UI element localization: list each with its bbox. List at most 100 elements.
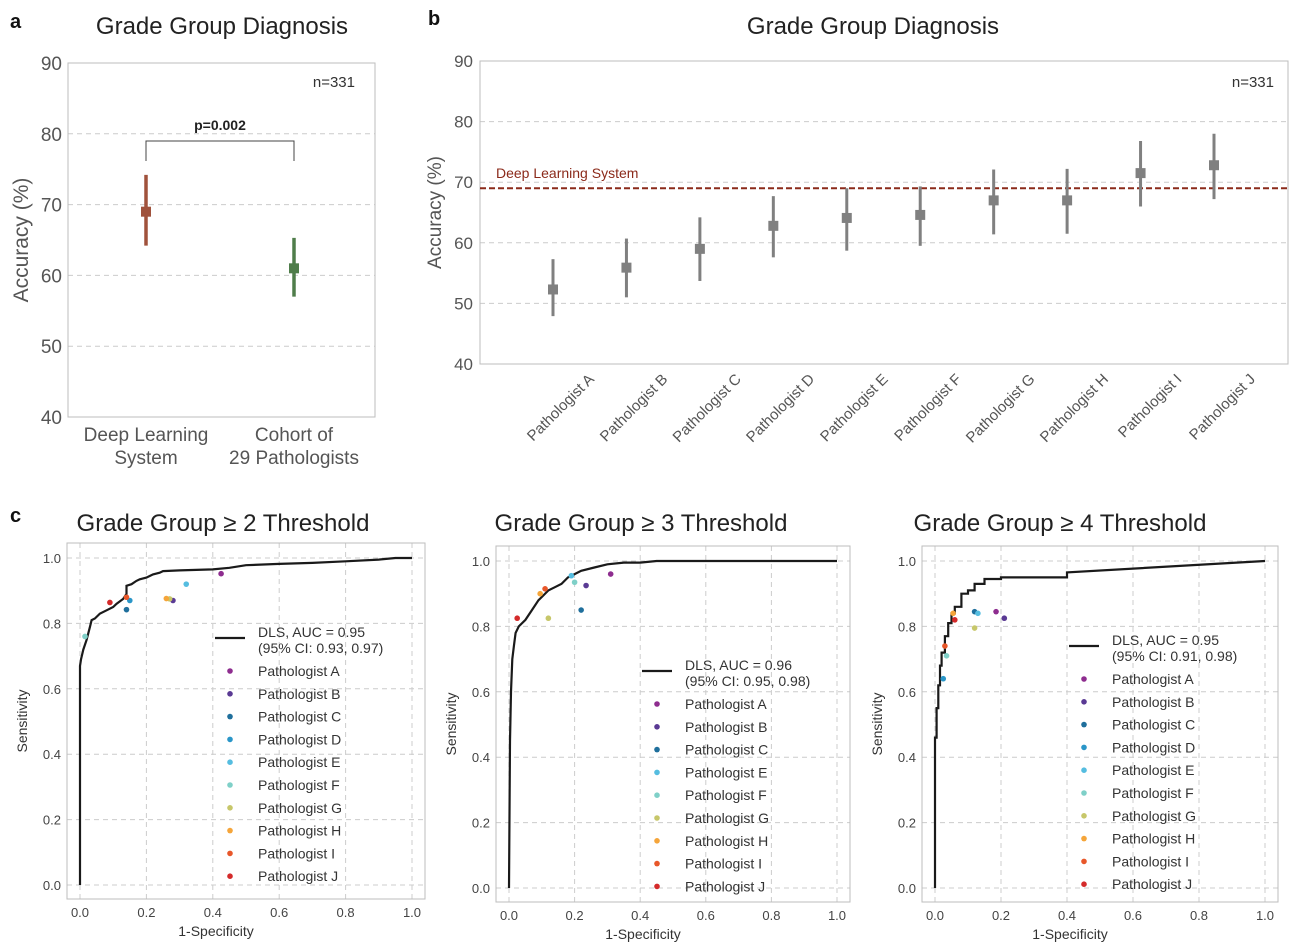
y-tick-label: 0.0 xyxy=(898,881,916,896)
x-tick-label: 0.4 xyxy=(204,905,222,920)
legend-marker xyxy=(1081,721,1087,728)
mean-marker xyxy=(1062,195,1073,206)
pathologist-point xyxy=(82,633,88,640)
y-tick-label: 0.4 xyxy=(898,750,916,765)
legend-label: Pathologist F xyxy=(258,777,340,793)
legend-label: Pathologist E xyxy=(258,754,341,770)
x-tick-label: 0.4 xyxy=(631,908,649,923)
legend-label: Pathologist C xyxy=(685,742,768,758)
y-tick-label: 0.2 xyxy=(898,816,916,831)
legend-label: Pathologist C xyxy=(258,709,341,725)
x-tick-label: Pathologist E xyxy=(817,371,892,446)
x-tick-label: Cohort of 29 Pathologists xyxy=(229,425,359,469)
roc-curve xyxy=(933,559,1266,888)
pathologist-point xyxy=(163,595,170,602)
legend-marker xyxy=(227,805,233,811)
pathologist-point xyxy=(542,585,548,592)
y-axis-label: Accuracy (%) xyxy=(425,156,446,269)
roc1-title: Grade Group ≥ 2 Threshold xyxy=(77,510,370,537)
x-tick-label: Deep Learning System xyxy=(84,425,209,469)
legend-dls-label: DLS, AUC = 0.96 (95% CI: 0.95, 0.98) xyxy=(685,657,810,689)
x-tick-label: 0.8 xyxy=(337,905,355,920)
mean-marker xyxy=(768,220,779,231)
legend-label: Pathologist D xyxy=(258,731,341,747)
y-axis-label: Sensitivity xyxy=(869,692,885,755)
legend-label: Pathologist F xyxy=(1112,785,1194,801)
legend-label: Pathologist A xyxy=(258,663,340,679)
x-tick-label: 0.2 xyxy=(566,908,584,923)
legend-label: Pathologist B xyxy=(685,719,768,735)
legend-marker xyxy=(654,883,660,890)
x-tick-label: 0.4 xyxy=(1058,908,1076,923)
pathologist-point xyxy=(107,599,113,606)
legend-label: Pathologist B xyxy=(258,686,341,702)
legend-marker xyxy=(227,759,233,765)
pathologist-point xyxy=(943,653,950,659)
pathologist-point xyxy=(952,617,958,623)
y-tick-label: 0.6 xyxy=(472,685,490,700)
y-tick-label: 0.8 xyxy=(472,619,490,634)
legend-label: Pathologist C xyxy=(1112,717,1195,733)
legend-dls-label: DLS, AUC = 0.95 (95% CI: 0.91, 0.98) xyxy=(1112,632,1237,664)
legend-marker xyxy=(227,827,233,834)
mean-marker xyxy=(1135,168,1146,179)
pathologist-point xyxy=(123,594,130,601)
y-tick-label: 60 xyxy=(454,234,473,253)
plot-frame xyxy=(479,60,1289,365)
legend-label: Pathologist H xyxy=(685,833,768,849)
x-axis-label: 1-Specificity xyxy=(1032,926,1107,942)
legend-marker xyxy=(654,724,660,730)
roc2-title: Grade Group ≥ 3 Threshold xyxy=(495,510,788,537)
panel-b-n-annotation: n=331 xyxy=(1232,74,1274,91)
legend-label: Pathologist J xyxy=(1112,876,1192,892)
pathologist-point xyxy=(950,610,956,617)
legend-marker xyxy=(654,701,660,707)
pathologist-point xyxy=(971,625,978,631)
legend-dls-label: DLS, AUC = 0.95 (95% CI: 0.93, 0.97) xyxy=(258,624,383,656)
legend-marker xyxy=(654,792,660,798)
x-tick-label: 0.8 xyxy=(762,908,780,923)
roc-curve xyxy=(78,556,412,885)
y-tick-label: 50 xyxy=(41,337,62,358)
x-tick-label: 1.0 xyxy=(1256,908,1274,923)
x-tick-label: Pathologist H xyxy=(1037,371,1112,446)
y-tick-label: 1.0 xyxy=(898,554,916,569)
panel-label-b: b xyxy=(428,8,440,30)
legend-marker xyxy=(1081,676,1087,682)
legend-label: Pathologist J xyxy=(258,868,338,884)
x-tick-label: 0.2 xyxy=(137,905,155,920)
pathologist-point xyxy=(514,615,520,622)
x-tick-label: 0.0 xyxy=(71,905,89,920)
y-tick-label: 0.0 xyxy=(472,881,490,896)
legend-marker xyxy=(1081,767,1087,773)
panel-a-p-value: p=0.002 xyxy=(194,117,246,133)
y-tick-label: 70 xyxy=(41,196,62,217)
y-tick-label: 0.4 xyxy=(472,750,490,765)
pathologist-point xyxy=(571,579,578,586)
mean-marker xyxy=(1209,160,1219,171)
y-tick-label: 0.6 xyxy=(898,685,916,700)
x-axis-label: 1-Specificity xyxy=(178,923,253,939)
mean-marker xyxy=(988,195,999,206)
panel-b-pathologist-accuracy-chart: b Grade Group Diagnosis n=331 Deep Learn… xyxy=(425,8,1289,447)
y-tick-label: 60 xyxy=(41,266,62,287)
pathologist-point xyxy=(218,570,224,577)
x-tick-label: Pathologist G xyxy=(963,371,1039,447)
pathologist-point xyxy=(993,608,999,615)
x-tick-label: 0.0 xyxy=(500,908,518,923)
pathologist-point xyxy=(537,590,543,597)
legend-label: Pathologist E xyxy=(1112,762,1195,778)
y-axis-label: Sensitivity xyxy=(14,689,30,752)
legend-marker xyxy=(227,691,233,697)
plot-frame xyxy=(921,545,1279,903)
legend-marker xyxy=(654,838,660,844)
panel-label-a: a xyxy=(10,11,22,33)
y-tick-label: 40 xyxy=(454,355,473,374)
legend-label: Pathologist I xyxy=(1112,853,1189,869)
y-tick-label: 0.8 xyxy=(898,619,916,634)
y-tick-label: 90 xyxy=(41,54,62,75)
roc-plot: 0.0 0.0 0.2 0.2 0.4 0.4 0.6 0.6 0.8 0.8 1.0 1.0 1-Sp… xyxy=(14,542,426,939)
x-tick-label: 0.2 xyxy=(992,908,1010,923)
legend-label: Pathologist G xyxy=(1112,808,1196,824)
panel-a-accuracy-chart: a Grade Group Diagnosis n=331 p=0.002 40… xyxy=(10,11,376,469)
